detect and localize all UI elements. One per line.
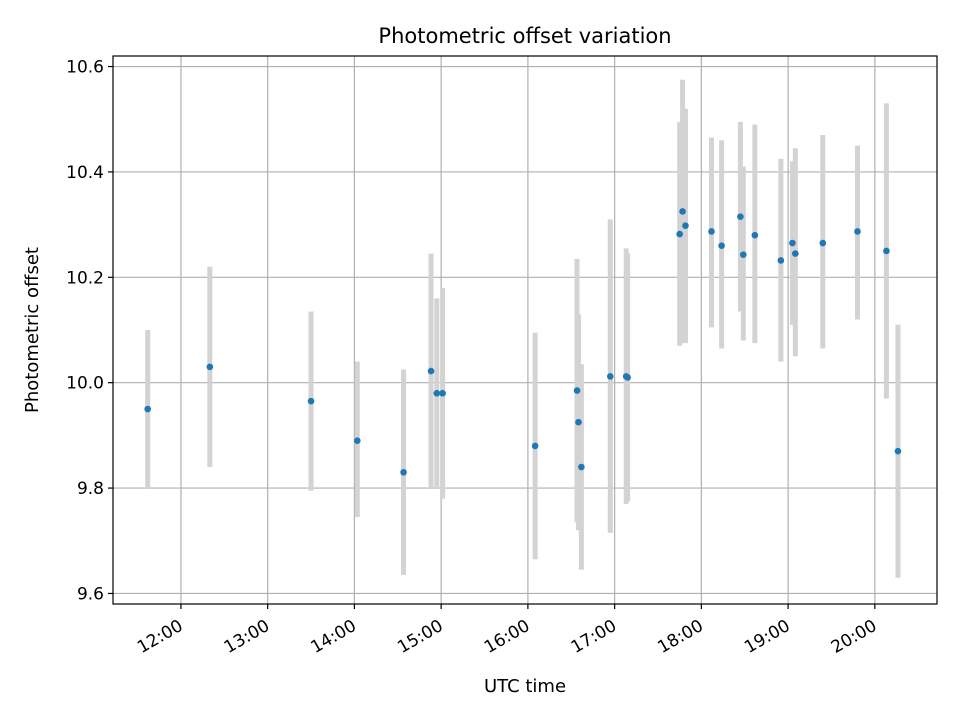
data-point	[578, 463, 585, 471]
x-tick-label: 18:00	[654, 616, 706, 658]
x-axis-label: UTC time	[484, 676, 566, 697]
data-point	[819, 239, 827, 247]
chart-title: Photometric offset variation	[378, 24, 671, 48]
data-point	[433, 389, 441, 397]
errorbar-group	[145, 79, 901, 578]
data-point	[624, 374, 631, 381]
x-tick-label: 16:00	[481, 616, 533, 658]
y-tick-label: 10.0	[66, 374, 104, 394]
x-tick-label: 13:00	[221, 616, 273, 658]
y-tick-label: 10.6	[66, 58, 104, 78]
plot-frame	[112, 55, 938, 605]
x-tick-label: 19:00	[741, 616, 793, 658]
data-point	[400, 468, 407, 476]
data-point	[883, 247, 890, 255]
data-point-group	[144, 208, 902, 476]
x-tick-label: 14:00	[307, 616, 359, 658]
x-tick-label: 17:00	[568, 616, 620, 658]
data-point	[573, 387, 581, 394]
x-tick-label: 12:00	[134, 616, 186, 658]
y-tick-label: 10.4	[66, 163, 104, 183]
grid-lines	[113, 56, 937, 604]
x-axis-ticks: 12:00 13:00 14:00 15:00 16:00 17:00 18:00 19:00…	[134, 604, 880, 658]
data-point	[789, 239, 796, 247]
data-point	[751, 231, 759, 239]
data-point	[894, 447, 902, 455]
y-tick-label: 10.2	[66, 268, 104, 288]
y-axis-ticks: 9.6 9.8 10.0 10.2 10.4 10.6	[66, 58, 113, 604]
data-point	[575, 418, 582, 426]
data-point	[682, 222, 689, 229]
y-axis-label: Photometric offset	[22, 247, 43, 413]
data-point	[792, 250, 799, 257]
data-point	[708, 228, 715, 235]
data-point	[531, 442, 539, 450]
data-point	[439, 389, 446, 397]
data-point	[737, 213, 744, 221]
x-tick-label: 15:00	[394, 616, 446, 658]
y-tick-label: 9.6	[77, 584, 104, 604]
data-point	[307, 397, 315, 405]
data-point	[679, 208, 686, 215]
data-point	[144, 405, 151, 413]
data-point	[718, 242, 725, 249]
x-tick-label: 20:00	[828, 616, 880, 658]
data-point	[854, 228, 861, 235]
data-point	[739, 251, 747, 258]
data-point	[676, 230, 683, 238]
y-tick-label: 9.8	[77, 479, 104, 499]
data-point	[354, 437, 361, 444]
data-point	[606, 373, 614, 380]
data-point	[427, 367, 435, 375]
data-point	[777, 257, 785, 264]
data-point	[206, 363, 214, 371]
